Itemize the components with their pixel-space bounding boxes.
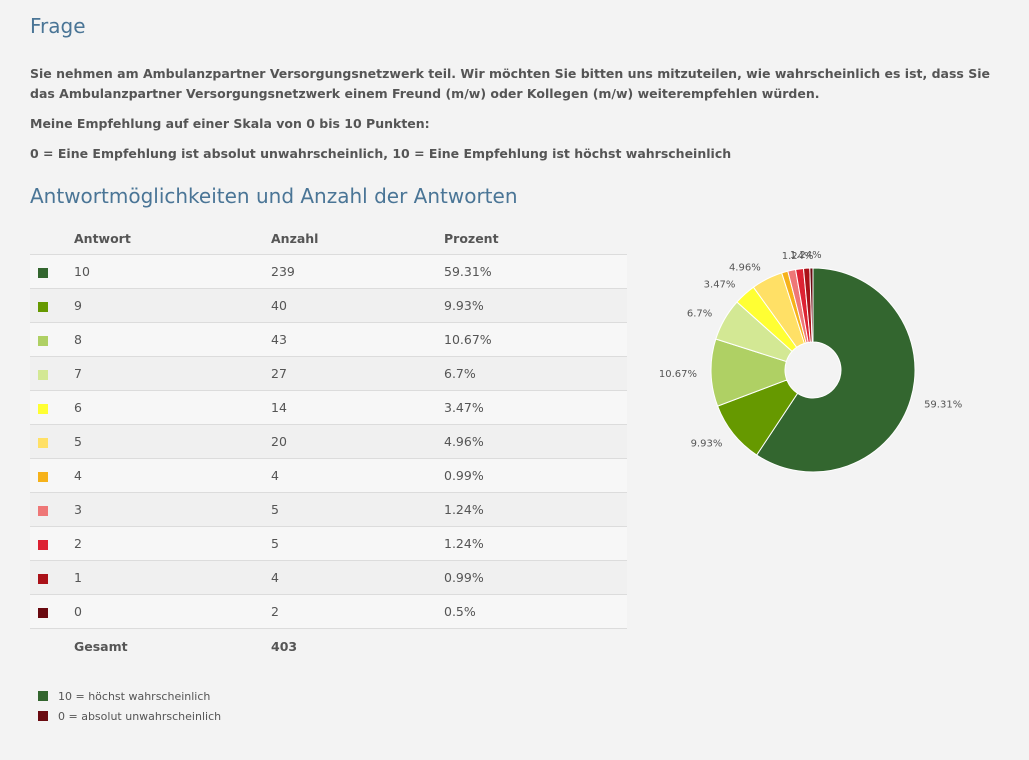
total-row: Gesamt 403 [30, 629, 627, 664]
anzahl-cell: 27 [271, 356, 444, 391]
color-swatch [38, 437, 48, 448]
anzahl-cell: 14 [271, 390, 444, 425]
color-swatch [38, 403, 48, 414]
antwort-cell: 5 [74, 424, 271, 459]
antwort-cell: 3 [74, 492, 271, 527]
prozent-cell: 59.31% [444, 254, 627, 289]
frage-heading: Frage [30, 14, 86, 38]
prozent-column-header: Prozent [444, 230, 499, 246]
table-row: 8 43 10.67% [30, 322, 627, 357]
table-row: 1 4 0.99% [30, 560, 627, 595]
scale-explanation: 0 = Eine Empfehlung ist absolut unwahrsc… [30, 146, 732, 161]
pie-slice-10[interactable] [755, 267, 916, 473]
antwort-cell: 7 [74, 356, 271, 391]
table-row: 10 239 59.31% [30, 254, 627, 289]
table-row: 4 4 0.99% [30, 458, 627, 493]
anzahl-cell: 5 [271, 526, 444, 561]
antwort-cell: 2 [74, 526, 271, 561]
prozent-cell: 0.99% [444, 458, 627, 493]
prozent-cell: 10.67% [444, 322, 627, 357]
color-legend: 10 = höchst wahrscheinlich 0 = absolut un… [38, 686, 221, 726]
prozent-cell: 1.24% [444, 492, 627, 527]
antwort-cell: 10 [74, 254, 271, 289]
pie-label-8: 10.67% [659, 369, 697, 380]
anzahl-cell: 239 [271, 254, 444, 289]
antwort-cell: 8 [74, 322, 271, 357]
prozent-cell: 0.99% [444, 560, 627, 595]
prozent-cell: 1.24% [444, 526, 627, 561]
anzahl-cell: 5 [271, 492, 444, 527]
anzahl-cell: 20 [271, 424, 444, 459]
pie-label-1: 1.24% [790, 250, 822, 261]
legend-item: 10 = höchst wahrscheinlich [38, 686, 221, 706]
color-swatch [38, 335, 48, 346]
answers-table-body: 10 239 59.31% 9 40 9.93% 8 43 10.67% 7 27 6.7% 6 14 3.… [30, 254, 627, 629]
total-value: 403 [271, 638, 298, 654]
color-swatch [38, 369, 48, 380]
antwort-cell: 4 [74, 458, 271, 493]
anzahl-cell: 43 [271, 322, 444, 357]
color-swatch [38, 471, 48, 482]
prozent-cell: 0.5% [444, 594, 627, 629]
legend-label: 0 = absolut unwahrscheinlich [58, 709, 222, 723]
total-label: Gesamt [74, 638, 128, 654]
color-swatch [38, 539, 48, 550]
table-row: 5 20 4.96% [30, 424, 627, 459]
prozent-cell: 9.93% [444, 288, 627, 323]
table-row: 6 14 3.47% [30, 390, 627, 425]
legend-item: 0 = absolut unwahrscheinlich [38, 706, 221, 726]
color-swatch [38, 301, 48, 312]
table-row: 0 2 0.5% [30, 594, 627, 629]
pie-label-9: 9.93% [691, 438, 723, 449]
pie-label-2: 1.24% [782, 251, 814, 262]
anzahl-column-header: Anzahl [271, 230, 319, 246]
table-header-row: Antwort Anzahl Prozent [30, 222, 627, 255]
question-text: Sie nehmen am Ambulanzpartner Versorgung… [30, 66, 990, 101]
response-pie-chart: 59.31% 9.93% 10.67% 6.7% 3.47% 4.96% 1.24%1.24… [659, 250, 962, 473]
antwort-column-header: Antwort [74, 230, 131, 246]
antwort-cell: 1 [74, 560, 271, 595]
scale-instruction: Meine Empfehlung auf einer Skala von 0 b… [30, 116, 430, 131]
color-swatch [38, 505, 48, 516]
color-swatch [38, 267, 48, 278]
answers-heading: Antwortmöglichkeiten und Anzahl der Antw… [30, 184, 518, 208]
anzahl-cell: 40 [271, 288, 444, 323]
pie-slice-0[interactable] [809, 267, 814, 343]
anzahl-cell: 4 [271, 560, 444, 595]
table-row: 7 27 6.7% [30, 356, 627, 391]
color-swatch [38, 607, 48, 618]
table-row: 2 5 1.24% [30, 526, 627, 561]
answers-table: Antwort Anzahl Prozent 10 239 59.31% 9 40 9.9… [30, 222, 627, 663]
legend-swatch [38, 691, 48, 701]
anzahl-cell: 2 [271, 594, 444, 629]
prozent-cell: 4.96% [444, 424, 627, 459]
anzahl-cell: 4 [271, 458, 444, 493]
antwort-cell: 6 [74, 390, 271, 425]
color-swatch [38, 573, 48, 584]
table-row: 3 5 1.24% [30, 492, 627, 527]
pie-label-10: 59.31% [924, 399, 962, 410]
legend-label: 10 = höchst wahrscheinlich [58, 689, 211, 703]
pie-label-7: 6.7% [687, 308, 712, 319]
antwort-cell: 9 [74, 288, 271, 323]
color-column-header [30, 222, 74, 255]
pie-label-6: 3.47% [704, 280, 736, 291]
prozent-cell: 6.7% [444, 356, 627, 391]
prozent-cell: 3.47% [444, 390, 627, 425]
legend-swatch [38, 711, 48, 721]
antwort-cell: 0 [74, 594, 271, 629]
pie-label-5: 4.96% [729, 262, 761, 273]
table-row: 9 40 9.93% [30, 288, 627, 323]
